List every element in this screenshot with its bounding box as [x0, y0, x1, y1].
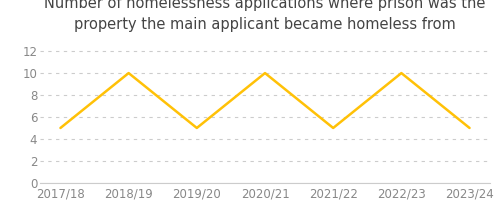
Title: Number of homelessness applications where prison was the
property the main appli: Number of homelessness applications wher… — [44, 0, 486, 32]
